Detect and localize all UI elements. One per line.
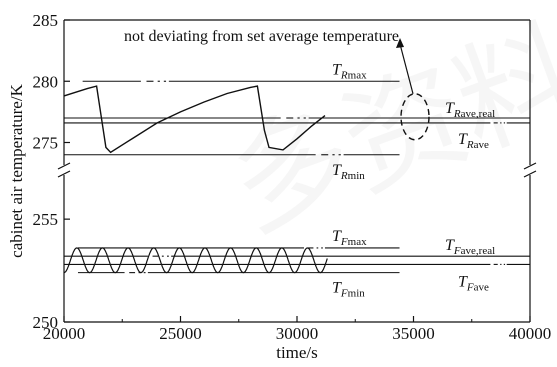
axis-break-mark	[57, 162, 71, 170]
y-tick-label: 255	[33, 210, 59, 229]
axis-break-mark	[57, 170, 71, 178]
refrigerator-temperature-curve	[63, 85, 326, 154]
annotation-arrowhead	[396, 38, 404, 48]
highlight-ellipse	[400, 93, 430, 141]
reference-line-label: TRmin	[332, 162, 365, 182]
y-tick-label: 275	[33, 134, 59, 153]
freezer-temperature-curve	[63, 247, 328, 274]
axis-break-mark	[523, 162, 537, 170]
reference-line-label: TFave,real	[445, 237, 495, 257]
annotation-text: not deviating from set average temperatu…	[124, 28, 399, 45]
reference-line-label: TFave	[458, 273, 489, 293]
x-axis-title: time/s	[276, 343, 318, 362]
y-tick-label: 285	[33, 11, 59, 30]
reference-line-label: TFmin	[332, 280, 365, 300]
x-tick-label: 25000	[159, 324, 202, 343]
x-tick-label: 20000	[43, 324, 86, 343]
reference-line-label: TRmax	[332, 61, 367, 81]
y-tick-label: 280	[33, 72, 59, 91]
x-tick-label: 30000	[276, 324, 319, 343]
y-tick-label: 250	[33, 313, 59, 332]
x-tick-label: 40000	[509, 324, 552, 343]
reference-line-label: TFmax	[332, 228, 367, 248]
x-tick-label: 35000	[392, 324, 435, 343]
annotation-arrow-line	[399, 43, 414, 94]
reference-line-label: TRave,real	[445, 100, 495, 120]
reference-line-label: TRave	[458, 131, 489, 151]
y-axis-title: cabinet air temperature/K	[7, 83, 26, 257]
axis-break-mark	[523, 170, 537, 178]
